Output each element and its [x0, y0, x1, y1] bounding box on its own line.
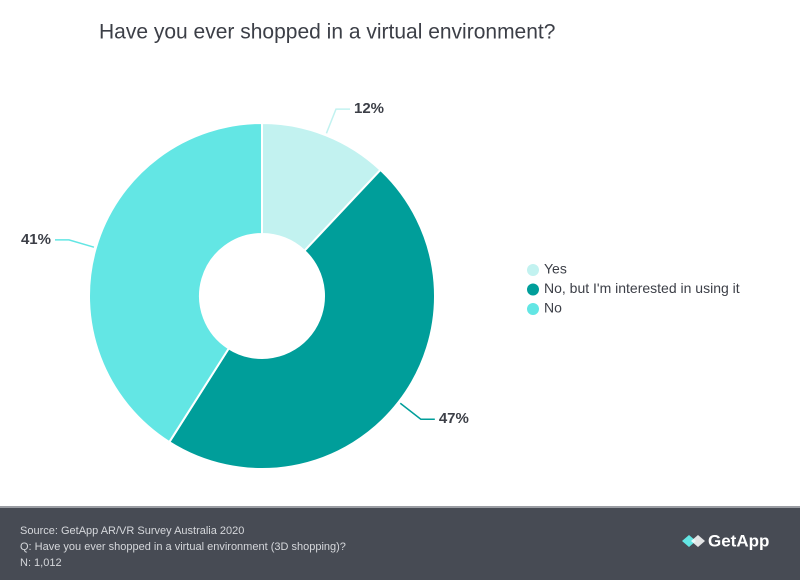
- legend-swatch: [527, 303, 539, 315]
- footer-sample: N: 1,012: [20, 557, 62, 569]
- logo-icon: [682, 535, 696, 547]
- brand-name: GetApp: [708, 531, 769, 550]
- data-label: 47%: [439, 410, 469, 427]
- footer: [0, 508, 800, 580]
- legend-label: Yes: [544, 261, 567, 277]
- legend-label: No, but I'm interested in using it: [544, 280, 740, 296]
- footer-question: Q: Have you ever shopped in a virtual en…: [20, 541, 346, 553]
- legend-label: No: [544, 300, 562, 316]
- leader-line: [54, 239, 95, 248]
- footer-source: Source: GetApp AR/VR Survey Australia 20…: [20, 525, 244, 537]
- legend-swatch: [527, 264, 539, 276]
- leader-line: [325, 108, 350, 134]
- footer-rule: [0, 506, 800, 508]
- brand-logo: GetApp: [682, 531, 769, 550]
- chart-title: Have you ever shopped in a virtual envir…: [99, 21, 555, 44]
- donut-slice: [167, 168, 437, 471]
- logo-icon: [691, 535, 705, 547]
- donut-slice: [88, 121, 263, 444]
- legend-swatch: [527, 283, 539, 296]
- data-label: 41%: [21, 231, 51, 248]
- data-label: 12%: [354, 100, 384, 117]
- leader-line: [399, 402, 435, 420]
